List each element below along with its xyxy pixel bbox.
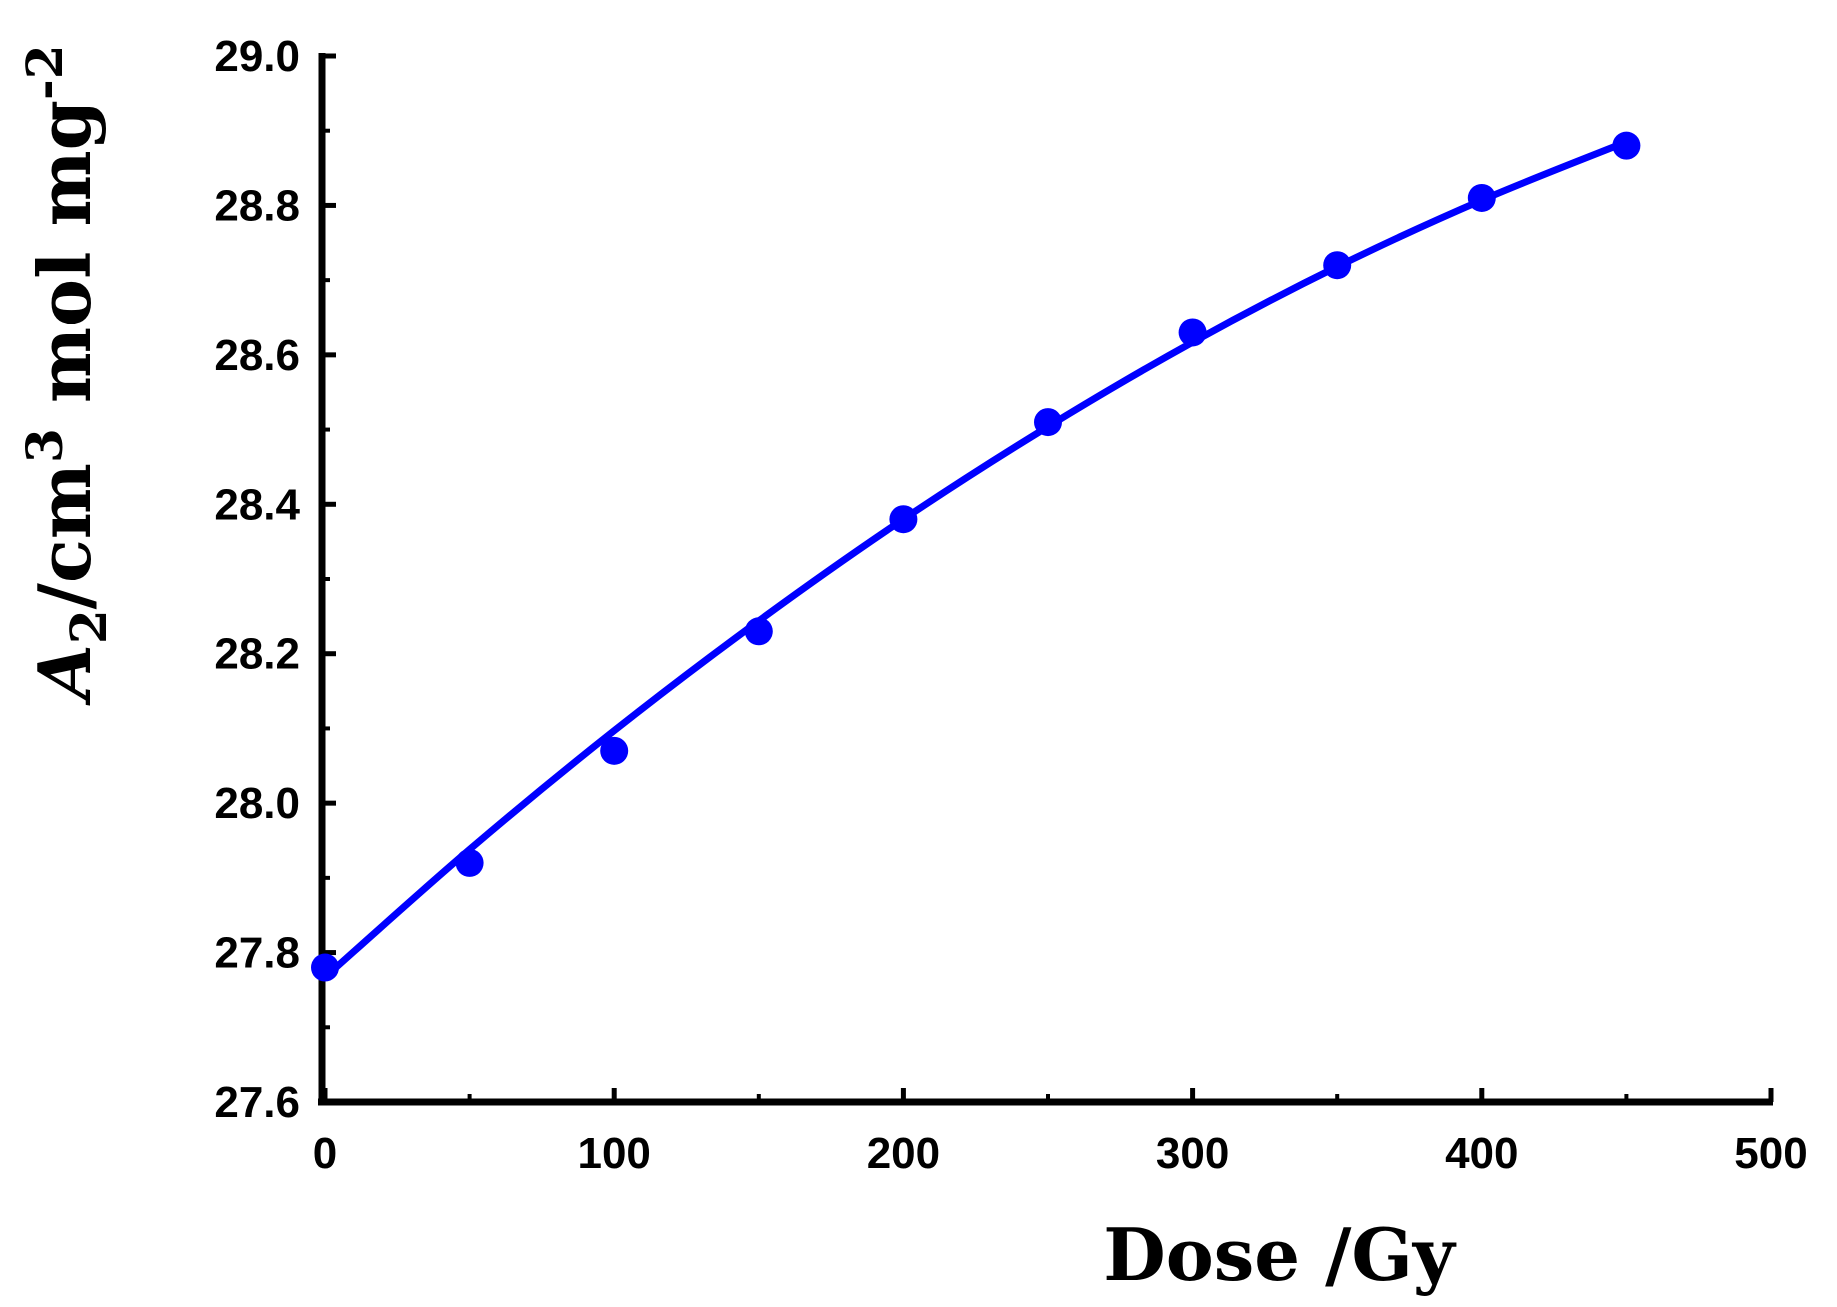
y-tick-label: 29.0 (214, 32, 300, 81)
axis-ticks (322, 53, 1774, 1105)
y-tick-label: 27.8 (214, 929, 300, 978)
data-point (889, 505, 918, 534)
y-axis-title-unit-1: /cm (22, 463, 107, 609)
data-point (455, 848, 484, 877)
data-point (744, 617, 773, 646)
x-tick-label: 100 (577, 1129, 650, 1178)
x-tick-labels: 0 100 200 300 400 500 (313, 1129, 1808, 1178)
x-tick-label: 300 (1156, 1129, 1229, 1178)
data-point (1034, 408, 1062, 437)
y-tick-label: 28.6 (214, 331, 300, 380)
fit-line (322, 138, 1628, 980)
data-point (1467, 183, 1496, 212)
y-tick-label: 28.2 (214, 630, 300, 679)
y-tick-labels: 27.6 27.8 28.0 28.2 28.4 28.6 28.8 29.0 (214, 32, 300, 1127)
x-tick-label: 200 (867, 1129, 940, 1178)
data-point (600, 736, 629, 765)
y-tick-label: 28.4 (214, 480, 300, 529)
y-axis-title-unit-2-sup: -2 (15, 44, 74, 100)
y-axis-title-unit-1-sup: 3 (15, 428, 74, 463)
y-tick-label: 27.6 (214, 1078, 300, 1127)
data-point (1612, 131, 1641, 160)
x-tick-label: 500 (1734, 1129, 1807, 1178)
y-tick-label: 28.0 (214, 779, 300, 828)
y-axis-title-base-sub: 2 (59, 609, 118, 644)
y-tick-label: 28.8 (214, 181, 300, 230)
series-layer (311, 131, 1641, 982)
x-tick-label: 400 (1445, 1129, 1518, 1178)
data-point (1178, 318, 1207, 347)
x-tick-label: 0 (313, 1129, 337, 1178)
y-axis-title: A2/cm3 mol mg-2 (15, 44, 118, 706)
y-axis-title-base: A (22, 644, 107, 706)
y-axis-title-unit-2: mol mg (22, 100, 107, 428)
x-axis-title: Dose /Gy (1103, 1212, 1457, 1297)
data-point (311, 953, 339, 982)
data-point (1323, 251, 1352, 280)
